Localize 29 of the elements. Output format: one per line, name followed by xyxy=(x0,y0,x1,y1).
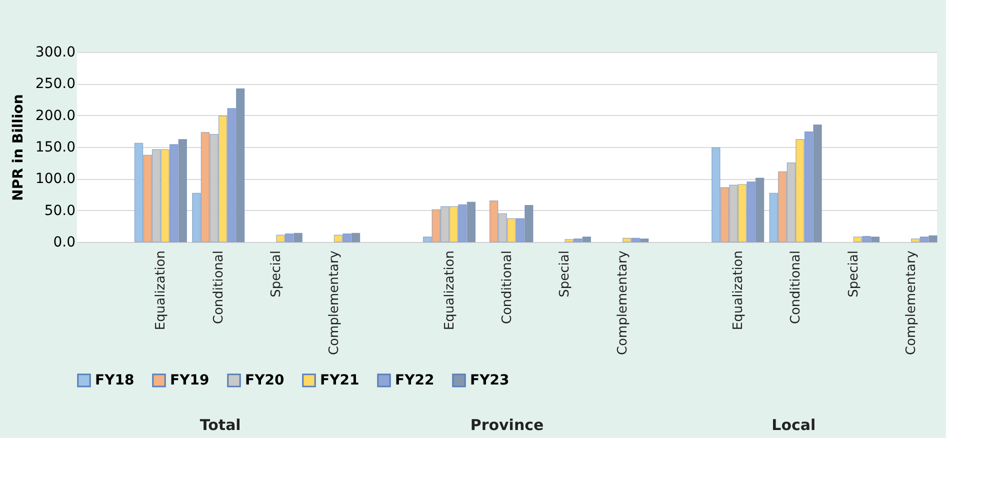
y-tick-label: 200.0 xyxy=(35,108,76,124)
x-tick-label: Equalization xyxy=(730,250,746,330)
legend-label: FY20 xyxy=(245,372,284,388)
x-tick-label: Special xyxy=(846,250,862,298)
y-tick-label: 50.0 xyxy=(44,202,76,219)
x-tick-label: Equalization xyxy=(154,250,169,330)
y-tick-label: 150.0 xyxy=(35,140,76,156)
x-tick-label: Complementary xyxy=(326,250,342,356)
text: Local xyxy=(772,416,816,434)
y-tick-label: 0.0 xyxy=(53,234,76,250)
legend-label: FY23 xyxy=(470,372,510,388)
legend-label: FY19 xyxy=(170,372,210,388)
x-tick-label: Complementary xyxy=(615,250,630,356)
legend-label: FY22 xyxy=(395,372,434,388)
x-tick-label: Conditional xyxy=(211,250,226,324)
y-axis-title: NPR in Billion xyxy=(10,94,26,201)
text: Province xyxy=(470,416,544,434)
y-tick-label: 300.0 xyxy=(35,44,76,60)
x-tick-label: Equalization xyxy=(442,250,458,330)
legend-label: FY21 xyxy=(320,372,360,388)
x-tick-label: Special xyxy=(269,250,284,298)
y-tick-label: 250.0 xyxy=(35,76,76,92)
x-tick-label: Conditional xyxy=(500,250,515,324)
x-tick-label: Special xyxy=(558,250,573,298)
y-tick-label: 100.0 xyxy=(35,171,76,188)
legend-label: FY18 xyxy=(95,372,134,388)
x-tick-label: Complementary xyxy=(904,250,920,356)
x-tick-label: Conditional xyxy=(788,250,804,324)
text: Total xyxy=(200,416,241,434)
